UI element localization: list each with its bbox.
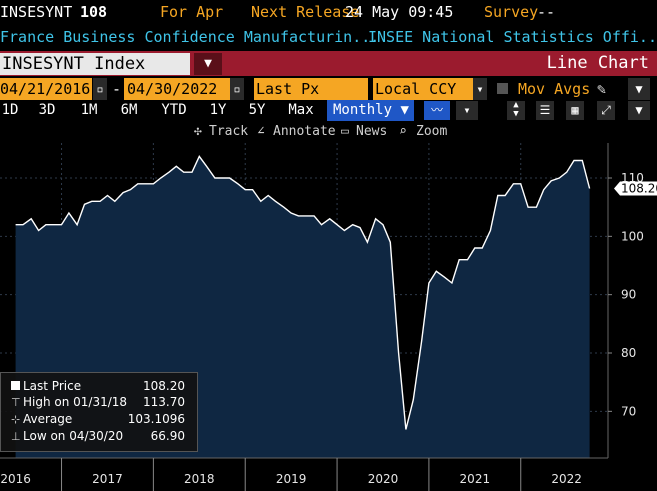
- zoom-icon[interactable]: ⌕: [399, 124, 407, 139]
- start-date-input[interactable]: 04/21/2016: [0, 78, 92, 100]
- average-marker-icon: ⊹: [11, 413, 21, 426]
- security-name: France Business Confidence Manufacturin.…: [0, 28, 380, 46]
- chevron-down-icon[interactable]: ▾: [473, 78, 487, 100]
- x-tick-label: 2016: [0, 472, 31, 486]
- security-description: France Business Confidence Manufacturin.…: [0, 24, 657, 50]
- annotate-icon[interactable]: ∠: [257, 124, 265, 139]
- period-6m[interactable]: 6M: [120, 102, 138, 118]
- security-input[interactable]: INSESYNT Index: [0, 53, 190, 75]
- period-1m[interactable]: 1M: [80, 102, 98, 118]
- chevron-down-icon[interactable]: ▼: [628, 78, 650, 100]
- chart-legend: Last Price 108.20 ⊤ High on 01/31/18 113…: [0, 372, 198, 452]
- calendar-icon[interactable]: ▫: [230, 78, 244, 100]
- period-toolbar: 1D 3D 1M 6M YTD 1Y 5Y Max Monthly ▼ 〰 ▾ …: [0, 100, 657, 121]
- next-release-value: 24 May 09:45: [345, 3, 454, 21]
- price-field-select[interactable]: Last Px: [254, 78, 368, 100]
- period-label: For Apr: [160, 3, 224, 21]
- legend-swatch: [11, 381, 20, 390]
- chevron-down-icon: ▼: [204, 56, 212, 71]
- last-value-flag: [614, 181, 657, 196]
- ticker-symbol: INSESYNT: [0, 3, 73, 21]
- security-toolbar: INSESYNT Index ▼ Line Chart: [0, 51, 657, 76]
- x-tick-label: 2019: [276, 472, 307, 486]
- y-tick-label: 80: [621, 346, 636, 360]
- track-icon[interactable]: ✣: [194, 124, 202, 139]
- edit-icon[interactable]: ✎: [597, 80, 607, 98]
- period-ytd[interactable]: YTD: [161, 102, 187, 118]
- legend-average: ⊹ Average 103.1096: [11, 412, 185, 426]
- mov-avgs-label: Mov Avgs: [518, 80, 591, 98]
- next-release-label: Next Release: [251, 3, 360, 21]
- news-icon[interactable]: ▭: [341, 124, 349, 139]
- y-tick-label: 70: [621, 404, 636, 418]
- high-marker-icon: ⊤: [11, 396, 21, 409]
- period-max[interactable]: Max: [288, 102, 314, 118]
- x-tick-label: 2022: [551, 472, 582, 486]
- security-dropdown-button[interactable]: ▼: [194, 53, 222, 75]
- calendar-icon[interactable]: ▫: [93, 78, 107, 100]
- current-value: 108: [80, 3, 108, 21]
- chevron-down-icon: ▼: [400, 102, 409, 118]
- period-1y[interactable]: 1Y: [209, 102, 227, 118]
- last-value-marker: 108.20: [614, 181, 657, 196]
- zoom-button[interactable]: Zoom: [416, 124, 448, 139]
- legend-last-price: Last Price 108.20: [11, 378, 191, 394]
- frequency-select[interactable]: Monthly ▼: [327, 100, 414, 121]
- legend-low: ⊥ Low on 04/30/20 66.90: [11, 429, 185, 443]
- period-1d[interactable]: 1D: [1, 102, 19, 118]
- y-tick-label: 90: [621, 288, 636, 302]
- survey-label: Survey: [484, 3, 539, 21]
- line-chart-icon[interactable]: 〰: [424, 101, 450, 120]
- fullscreen-icon[interactable]: ⤢: [597, 101, 615, 120]
- low-marker-icon: ⊥: [11, 430, 21, 443]
- chart-settings-icon[interactable]: ☰: [536, 101, 554, 120]
- x-tick-label: 2021: [460, 472, 491, 486]
- data-source: INSEE National Statistics Offi...: [368, 28, 657, 46]
- legend-high: ⊤ High on 01/31/18 113.70: [11, 395, 185, 409]
- end-date-input[interactable]: 04/30/2022: [124, 78, 232, 100]
- date-range-row: 04/21/2016 ▫ - 04/30/2022 ▫ Last Px Loca…: [0, 78, 657, 100]
- last-value-label: 108.20: [621, 182, 657, 196]
- table-icon[interactable]: ▦: [566, 101, 584, 120]
- chart-type-label: Line Chart: [546, 53, 649, 73]
- x-axis: 2016 2017 2018 2019 2020 2021 2022: [0, 457, 608, 491]
- y-tick-label: 100: [621, 229, 644, 243]
- currency-select[interactable]: Local CCY: [373, 78, 475, 100]
- x-tick-label: 2018: [184, 472, 215, 486]
- mov-avgs-checkbox[interactable]: [497, 83, 508, 94]
- move-up-down-icon[interactable]: ▲ ▼: [507, 101, 525, 120]
- chevron-down-icon[interactable]: ▼: [628, 101, 650, 120]
- period-5y[interactable]: 5Y: [248, 102, 266, 118]
- chevron-down-icon[interactable]: ▾: [456, 101, 478, 120]
- chart-tools: ✣ Track ∠ Annotate ▭ News ⌕ Zoom: [0, 121, 657, 143]
- date-separator: -: [112, 80, 122, 98]
- x-tick-label: 2020: [368, 472, 399, 486]
- track-button[interactable]: Track: [209, 124, 249, 139]
- security-header: INSESYNT 108 For Apr Next Release 24 May…: [0, 0, 657, 24]
- x-tick-label: 2017: [92, 472, 123, 486]
- price-line: [15, 155, 591, 430]
- period-3d[interactable]: 3D: [38, 102, 56, 118]
- survey-value: --: [537, 3, 556, 21]
- annotate-button[interactable]: Annotate: [273, 124, 336, 139]
- news-button[interactable]: News: [356, 124, 388, 139]
